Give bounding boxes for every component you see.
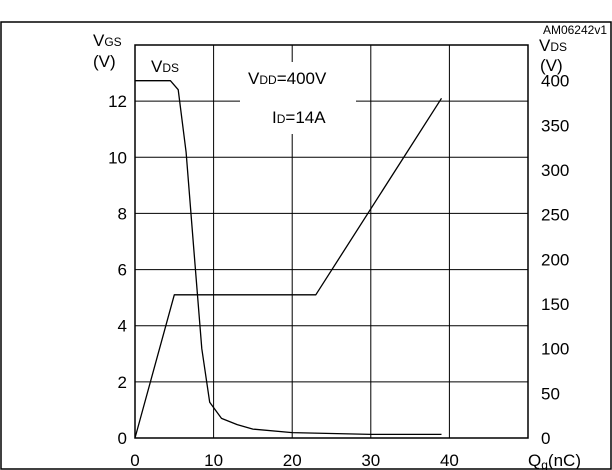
- y-left-tick-label-0: 0: [118, 429, 127, 448]
- y-left-tick-label-5: 10: [108, 148, 127, 167]
- y-right-tick-label-1: 50: [541, 384, 560, 403]
- x-axis-label: Qg(nC): [528, 451, 581, 470]
- vds-series-label: VDS: [151, 57, 179, 76]
- x-tick-label-3: 30: [361, 451, 380, 470]
- chart-code: AM06242v1: [543, 23, 607, 37]
- y-left-axis-label: VGS: [93, 31, 122, 50]
- x-tick-label-1: 10: [204, 451, 223, 470]
- y-left-tick-label-4: 8: [118, 204, 127, 223]
- y-right-axis-label: VDS: [539, 36, 567, 55]
- y-right-tick-label-5: 250: [541, 206, 569, 225]
- x-tick-label-0: 0: [130, 451, 139, 470]
- vgs-curve-0: [134, 97, 443, 439]
- y-left-tick-label-6: 12: [108, 92, 127, 111]
- plot-frame: [134, 44, 529, 439]
- y-right-tick-label-0: 0: [541, 429, 550, 448]
- y-right-tick-label-6: 300: [541, 161, 569, 180]
- label-backgrounds: [240, 62, 356, 134]
- vds-curve-1: [135, 80, 442, 436]
- y-right-tick-label-7: 350: [541, 116, 569, 135]
- y-right-tick-label-3: 150: [541, 295, 569, 314]
- x-tick-labels: 0 10 20 30 40: [130, 451, 459, 470]
- y-left-tick-label-3: 6: [118, 261, 127, 280]
- y-left-tick-label-2: 4: [118, 317, 127, 336]
- y-left-axis-unit: (V): [93, 52, 116, 71]
- y-right-tick-label-2: 100: [541, 340, 569, 359]
- series-layer: [134, 80, 443, 439]
- y-left-tick-labels: 0 2 4 6 8 10 12: [108, 92, 127, 448]
- y-right-axis-unit: (V): [540, 56, 563, 75]
- x-tick-label-4: 40: [440, 451, 459, 470]
- y-right-tick-label-4: 200: [541, 250, 569, 269]
- x-tick-label-2: 20: [283, 451, 302, 470]
- outer-frame: [0, 21, 612, 470]
- y-left-tick-label-1: 2: [118, 373, 127, 392]
- y-right-tick-labels: 0 50 100 150 200 250 300 350 400: [541, 72, 569, 448]
- conditions-box: [240, 62, 356, 134]
- condition-id: ID=14A: [272, 108, 326, 127]
- condition-vdd: VDD=400V: [248, 69, 327, 88]
- y-right-tick-label-8: 400: [541, 72, 569, 91]
